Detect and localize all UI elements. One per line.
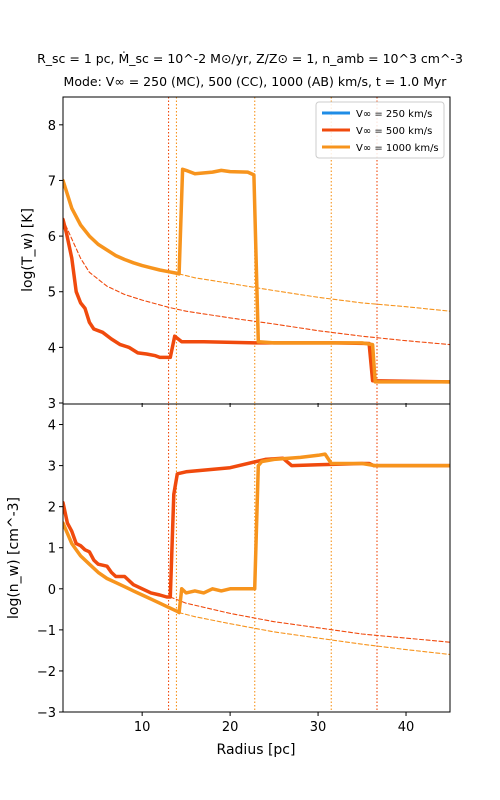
density-panel: −3 −2 −1 0 1 2 3 4 10 20 30 40 log(n_w) [cm^-3] <box>6 403 451 735</box>
bottom-ytick-label-6: 3 <box>48 460 56 475</box>
legend-label-250: V∞ = 250 km/s <box>356 109 432 120</box>
top-ytick-label-1: 4 <box>48 341 56 356</box>
bottom-xtick-label-2: 30 <box>310 720 327 735</box>
bottom-series-group <box>63 452 450 656</box>
density-axis-label: log(n_w) [cm^-3] <box>6 497 22 619</box>
bottom-axes: −3 −2 −1 0 1 2 3 4 10 20 30 40 <box>37 419 414 735</box>
bottom-xtick-label-3: 40 <box>398 720 415 735</box>
bottom-ytick-label-3: 0 <box>48 583 56 598</box>
top-ytick-label-3: 6 <box>48 230 56 245</box>
figure-title-line1: R_sc = 1 pc, Ṁ_sc = 10^-2 M⊙/yr, Z/Z⊙ = … <box>37 51 463 66</box>
bottom-ytick-label-5: 2 <box>48 501 56 516</box>
radius-axis-label: Radius [pc] <box>217 742 296 758</box>
top-ytick-label-0: 3 <box>48 397 56 412</box>
bottom-series-1 <box>63 452 450 615</box>
top-series-1 <box>63 167 450 384</box>
legend-box <box>315 101 445 159</box>
temperature-axis-label: log(T_w) [K] <box>20 208 36 292</box>
bottom-vertical-markers <box>167 404 378 712</box>
top-series-0 <box>63 217 450 384</box>
top-series-group <box>63 167 450 384</box>
top-ytick-label-4: 7 <box>48 174 56 189</box>
bottom-plot-frame <box>62 403 451 713</box>
bottom-ytick-label-2: −1 <box>37 624 56 639</box>
bottom-series-0 <box>63 456 450 599</box>
top-ytick-label-2: 5 <box>48 286 56 301</box>
legend-label-1000: V∞ = 1000 km/s <box>356 143 439 154</box>
bottom-series-3 <box>178 612 450 656</box>
bottom-ytick-label-1: −2 <box>37 665 56 680</box>
top-series-2 <box>63 218 450 346</box>
bottom-ytick-label-7: 4 <box>48 419 56 434</box>
bottom-xtick-label-0: 10 <box>134 720 151 735</box>
top-axes: 3 4 5 6 7 8 <box>48 119 407 412</box>
figure-title-line2: Mode: V∞ = 250 (MC), 500 (CC), 1000 (AB)… <box>64 74 448 89</box>
top-series-3 <box>178 273 450 312</box>
temperature-panel: 3 4 5 6 7 8 log(T_w) [K] V∞ = 250 km/s V∞ = 5… <box>20 96 451 412</box>
legend: V∞ = 250 km/s V∞ = 500 km/s V∞ = 1000 km… <box>315 101 445 159</box>
bottom-ytick-label-0: −3 <box>37 706 56 721</box>
legend-label-500: V∞ = 500 km/s <box>356 126 432 137</box>
bottom-xtick-label-1: 20 <box>222 720 239 735</box>
bottom-ytick-label-4: 1 <box>48 542 56 557</box>
top-ytick-label-5: 8 <box>48 119 56 134</box>
